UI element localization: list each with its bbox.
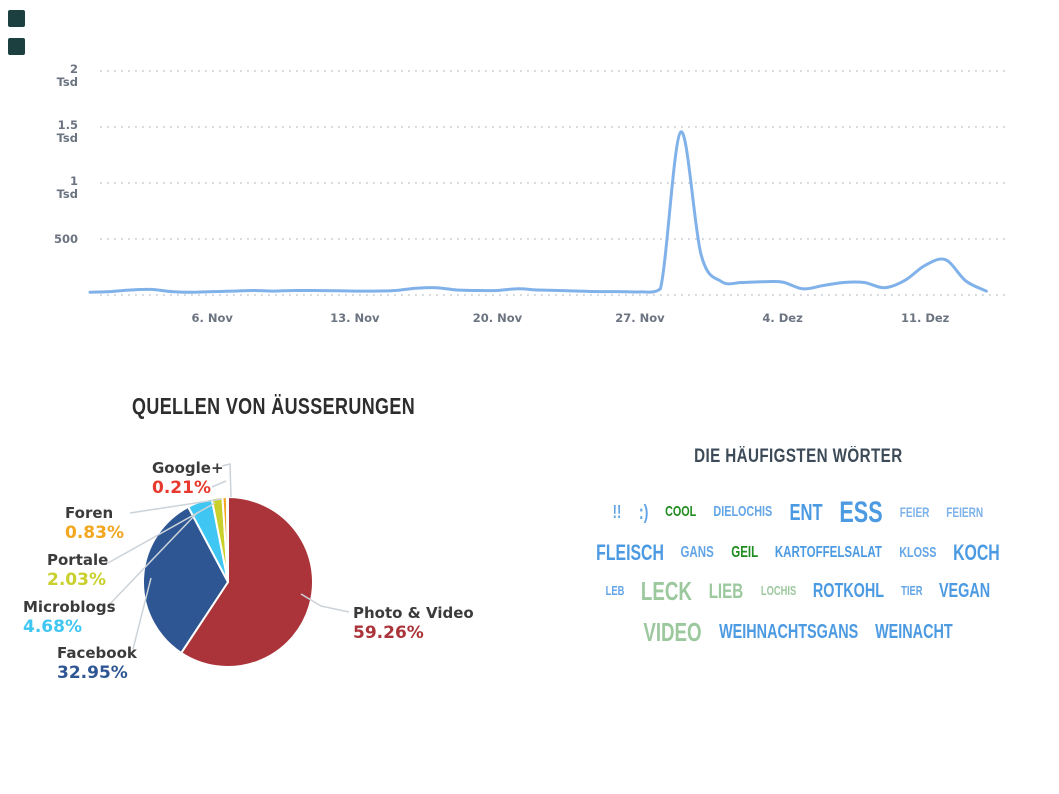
pie-label-percent: 2.03% [47,569,106,590]
leader-line-photo-video [300,593,350,613]
pie-label-foren: Foren 0.83% [65,504,124,544]
pie-slice-photo-video[interactable] [179,495,314,668]
y-axis-label-2-Tsd: 2 Tsd [57,62,78,89]
pie-label-microblogs: Microblogs 4.68% [23,598,116,638]
word-[interactable]: :) [638,501,648,524]
pie-label-google-plus: Google+ 0.21% [152,459,224,499]
pie-label-percent: 0.21% [152,477,211,498]
pie-label-name: Portale [47,551,109,569]
pie-label-percent: 0.83% [65,522,124,543]
word-gans[interactable]: GANS [680,544,715,562]
word-ent[interactable]: ENT [789,498,823,525]
pie-label-name: Photo & Video [353,604,474,622]
word-ess[interactable]: ESS [839,496,883,529]
word-cloud-row-4: VIDEO WEIHNACHTSGANS WEINACHT [558,618,1038,647]
word-[interactable]: !! [612,501,622,522]
word-koch[interactable]: KOCH [953,540,1000,565]
word-cool[interactable]: COOL [665,503,697,521]
pie-chart-title: QUELLEN VON ÄUSSERUNGEN [132,393,416,419]
word-lieb[interactable]: LIEB [709,579,744,603]
word-feiern[interactable]: FEIERN [946,503,984,520]
leader-line-facebook [132,577,152,650]
y-axis-label-1-Tsd: 1 Tsd [57,174,78,201]
pie-slice-google[interactable] [225,495,229,583]
word-rotkohl[interactable]: ROTKOHL [812,580,885,603]
word-cloud-row-3: LEB LECK LIEB LOCHIS ROTKOHL TIER VEGAN [558,577,1038,606]
leader-line-foren [129,498,223,514]
word-leck[interactable]: LECK [641,576,693,607]
word-cloud-title: DIE HÄUFIGSTEN WÖRTER [693,446,903,467]
leader-line-portale [107,502,216,564]
x-axis-label-4-Dez: 4. Dez [762,311,803,325]
pie-label-name: Facebook [57,644,137,662]
word-weihnachtsgans[interactable]: WEIHNACHTSGANS [718,621,858,644]
word-cloud-rows: !!:) COOL DIELOCHIS ENT ESS FEIER FEIERN FLEISC… [558,496,1038,646]
word-kartoffelsalat[interactable]: KARTOFFELSALAT [775,544,883,562]
word-cloud-row-2: FLEISCH GANS GEIL KARTOFFELSALAT KLOSS KOCH [558,540,1038,565]
leader-line-google-plus-pct [211,480,227,488]
x-axis-label-11-Dez: 11. Dez [901,311,950,325]
x-axis-label-27-Nov: 27. Nov [615,311,665,325]
word-weinacht[interactable]: WEINACHT [874,621,953,644]
x-axis-label-20-Nov: 20. Nov [473,311,523,325]
word-video[interactable]: VIDEO [643,616,702,647]
word-dielochis[interactable]: DIELOCHIS [713,503,773,521]
word-vegan[interactable]: VEGAN [939,580,991,603]
logo-square-top [8,10,25,27]
pie-label-percent: 32.95% [57,662,128,683]
pie-label-percent: 4.68% [23,616,82,637]
word-kloss[interactable]: KLOSS [899,543,937,561]
pie-label-portale: Portale 2.03% [47,551,108,591]
x-axis-label-6-Nov: 6. Nov [192,311,234,325]
word-lochis[interactable]: LOCHIS [760,583,796,599]
pie-label-facebook: Facebook 32.95% [57,644,137,684]
logo-square-bottom [8,38,25,55]
word-tier[interactable]: TIER [901,583,923,599]
pie-label-percent: 59.26% [353,622,424,643]
word-geil[interactable]: GEIL [731,544,759,562]
leader-line-google-plus [221,463,232,498]
pie-label-name: Google+ [152,459,224,477]
mentions-timeline-chart: 500 1 Tsd 1.5 Tsd 2 Tsd 6. Nov 13. Nov 20. Nov 27.… [54,62,1007,325]
pie-label-name: Microblogs [23,598,116,616]
pie-label-name: Foren [65,504,114,522]
y-axis-label-1.5-Tsd: 1.5 Tsd [57,118,78,145]
leader-line-microblogs [107,512,198,607]
pie-label-photo-video: Photo & Video 59.26% [353,604,474,644]
word-leb[interactable]: LEB [605,583,625,599]
word-cloud-panel: DIE HÄUFIGSTEN WÖRTER !!:) COOL DIELOCHIS E… [558,446,1038,658]
mentions-line-series [88,130,988,294]
word-feier[interactable]: FEIER [899,503,930,520]
word-fleisch[interactable]: FLEISCH [596,540,664,565]
word-cloud-row-1: !!:) COOL DIELOCHIS ENT ESS FEIER FEIERN [558,496,1038,529]
y-axis-label-500: 500 [54,232,78,246]
x-axis-label-13-Nov: 13. Nov [330,311,380,325]
sources-pie-chart [107,463,350,668]
